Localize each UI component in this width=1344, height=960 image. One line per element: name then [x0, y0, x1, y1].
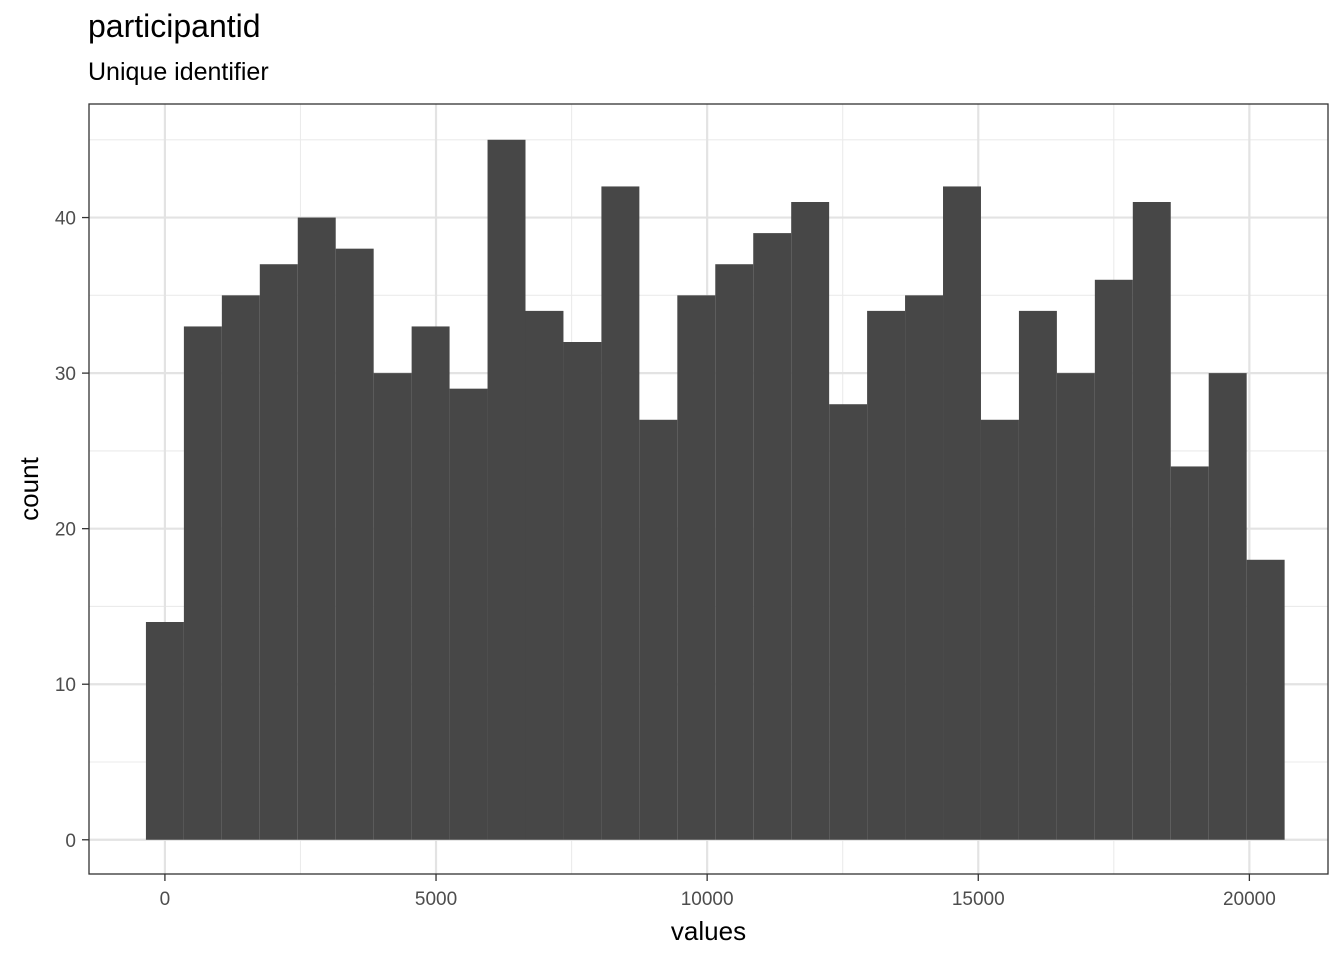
histogram-bar [1132, 202, 1171, 840]
histogram-bar [259, 264, 298, 840]
histogram-bar [449, 388, 488, 840]
histogram-bar [867, 310, 906, 840]
histogram-bar [1208, 373, 1247, 840]
y-tick-label: 10 [55, 675, 76, 696]
histogram-bar [601, 186, 640, 840]
histogram-bar [943, 186, 981, 840]
x-tick-label: 10000 [681, 889, 734, 910]
y-axis-title: count [14, 456, 44, 520]
histogram-bar [639, 419, 678, 840]
y-tick-label: 30 [55, 364, 76, 385]
histogram-bar [905, 295, 944, 840]
x-axis-title: values [671, 916, 746, 946]
x-tick-label: 15000 [952, 889, 1005, 910]
histogram-bar [335, 248, 374, 840]
histogram-bar [1170, 466, 1209, 840]
histogram-bar [525, 310, 564, 840]
x-tick-label: 20000 [1223, 889, 1276, 910]
histogram-bar [183, 326, 222, 840]
histogram-bar [1018, 310, 1057, 840]
histogram-bar [563, 342, 602, 840]
histogram-bar [829, 404, 868, 840]
y-tick-label: 40 [55, 209, 76, 230]
histogram-bar [753, 233, 792, 840]
histogram-bars [145, 139, 1285, 840]
y-tick-label: 20 [55, 520, 76, 541]
histogram-bar [411, 326, 450, 840]
chart-title: participantid [88, 8, 261, 44]
x-tick-label: 5000 [415, 889, 457, 910]
histogram-bar [1094, 279, 1133, 840]
histogram-bar [297, 217, 336, 840]
y-tick-label: 0 [65, 831, 76, 852]
histogram-bar [221, 295, 260, 840]
histogram-bar [373, 373, 412, 840]
histogram-bar [791, 202, 830, 840]
histogram-bar [980, 419, 1019, 840]
chart-subtitle: Unique identifier [88, 58, 269, 86]
histogram-bar [1056, 373, 1095, 840]
histogram-bar [677, 295, 716, 840]
y-axis: 0 10 20 30 40 [55, 209, 89, 852]
x-tick-label: 0 [160, 889, 171, 910]
plot-border [88, 103, 1329, 875]
histogram-bar [1246, 559, 1285, 840]
histogram-bar [487, 139, 526, 840]
histogram-bar [715, 264, 754, 840]
x-axis: 0 5000 10000 15000 20000 [160, 874, 1276, 910]
histogram-bar [145, 622, 184, 840]
